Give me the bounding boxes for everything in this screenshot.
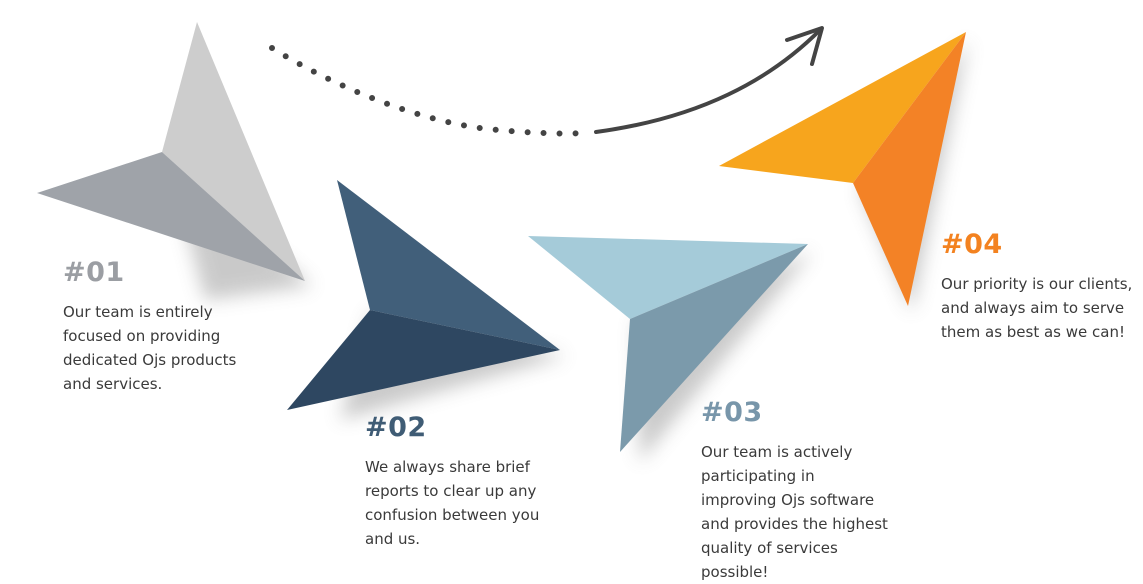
plane-4-top-face [719,32,966,183]
step-02: #02 We always share brief reports to cle… [365,413,580,551]
step-number: #03 [701,397,763,428]
dotted-flight-path [269,45,588,137]
step-04: #04 Our priority is our clients, and alw… [941,230,1143,344]
plane-3-bottom-face [620,244,808,452]
paper-plane-4 [719,32,968,312]
plane-1-top-face [162,22,305,281]
plane-1-bottom-face [37,152,305,281]
plane-4-bottom-face [853,32,966,306]
plane-2-bottom-face [287,310,560,410]
paper-plane-1 [37,22,312,300]
step-description: Our team is entirely focused on providin… [63,303,237,393]
paper-plane-2 [287,180,566,420]
solid-flight-path [594,28,822,134]
step-number: #01 [63,257,125,288]
step-description: Our team is actively participating in im… [701,443,888,581]
step-description: We always share brief reports to clear u… [365,458,540,548]
plane-3-top-face [528,236,808,319]
plane-2-top-face [337,180,560,350]
step-03: #03 Our team is actively participating i… [701,398,926,584]
step-number: #02 [365,412,427,443]
step-description: Our priority is our clients, and always … [941,275,1133,341]
step-01: #01 Our team is entirely focused on prov… [63,258,283,396]
arrow-head-icon [785,26,824,66]
step-number: #04 [941,229,1003,260]
paper-plane-3 [528,236,812,462]
